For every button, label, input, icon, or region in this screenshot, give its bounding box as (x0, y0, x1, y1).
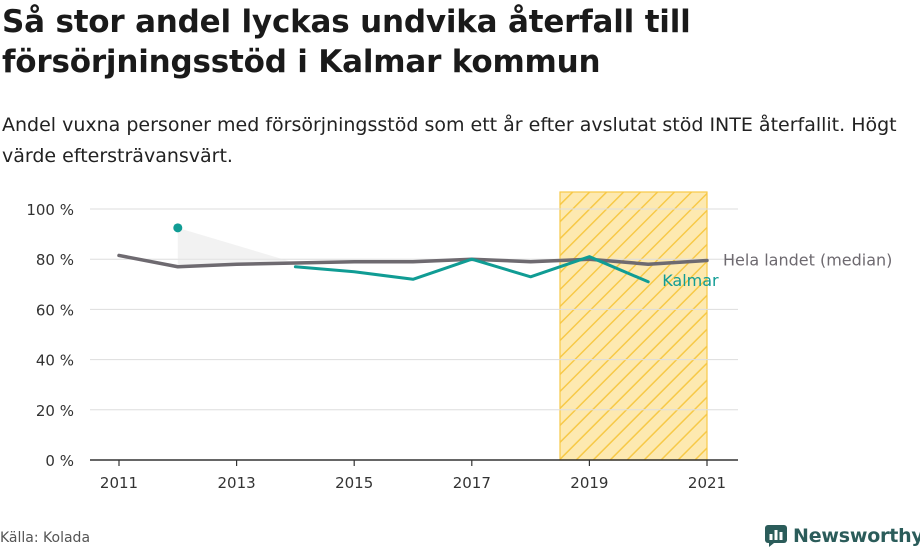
y-tick-label: 80 % (36, 251, 74, 269)
x-tick-label: 2013 (218, 474, 256, 492)
series-label-kalmar: Kalmar (662, 271, 719, 290)
x-tick-label: 2015 (335, 474, 373, 492)
series-line-kalmar (293, 255, 650, 284)
series-line-hela-landet (117, 253, 709, 269)
x-tick-label: 2021 (688, 474, 726, 492)
brand-logo: Newsworthy (765, 521, 920, 551)
y-tick-label: 20 % (36, 402, 74, 420)
y-tick-label: 60 % (36, 301, 74, 319)
chart-title: Så stor andel lyckas undvika återfall ti… (2, 4, 691, 80)
y-tick-label: 40 % (36, 352, 74, 370)
chart-subtitle: Andel vuxna personer med försörjningsstö… (2, 114, 897, 167)
x-tick-label: 2017 (453, 474, 491, 492)
x-tick-label: 2019 (570, 474, 608, 492)
x-tick-label: 2011 (100, 474, 138, 492)
series-label-hela-landet: Hela landet (median) (723, 250, 892, 269)
isolated-point-shadow (177, 227, 296, 267)
source-note: Källa: Kolada (0, 530, 91, 546)
highlight-period (559, 191, 708, 461)
newsworthy-logo-icon (765, 525, 787, 547)
y-tick-label: 100 % (26, 201, 74, 219)
data-point-kalmar (173, 223, 183, 233)
brand-name: Newsworthy (793, 525, 920, 547)
y-tick-label: 0 % (45, 452, 74, 470)
